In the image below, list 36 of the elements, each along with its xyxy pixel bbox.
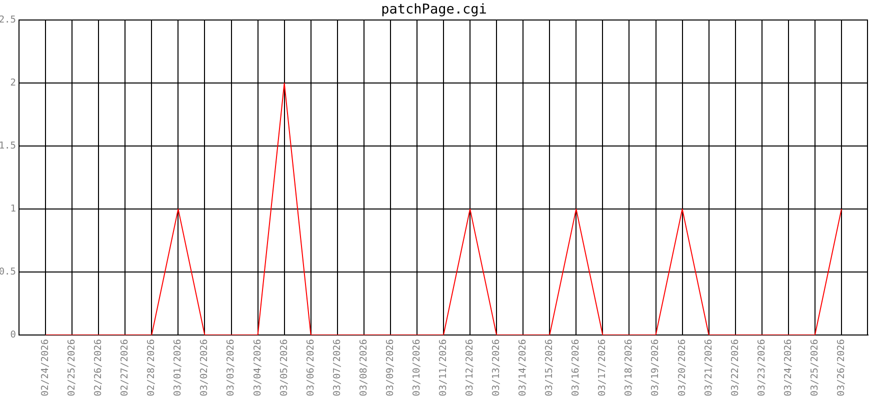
x-tick-label: 03/02/2026 [199, 338, 210, 396]
x-tick-label: 03/26/2026 [836, 338, 847, 396]
x-tick-label: 03/09/2026 [384, 338, 396, 396]
x-tick-label: 03/16/2026 [570, 338, 582, 396]
x-tick-label: 02/26/2026 [93, 338, 104, 396]
x-tick-label: 03/12/2026 [464, 338, 476, 396]
x-tick-label: 03/25/2026 [809, 338, 820, 396]
x-tick-label: 02/27/2026 [120, 338, 131, 396]
x-tick-label: 03/11/2026 [438, 338, 449, 396]
x-tick-label: 03/24/2026 [782, 338, 794, 396]
x-tick-label: 03/17/2026 [597, 338, 608, 396]
x-tick-label: 03/22/2026 [730, 338, 741, 396]
x-tick-label: 03/15/2026 [544, 338, 556, 396]
chart-title: patchPage.cgi [381, 2, 487, 18]
x-tick-label: 03/23/2026 [756, 338, 768, 396]
x-tick-label: 03/04/2026 [252, 338, 264, 396]
y-tick-label: 1 [10, 204, 16, 215]
x-tick-label: 03/05/2026 [278, 338, 290, 396]
y-tick-label: 0 [10, 329, 16, 340]
x-tick-label: 03/18/2026 [624, 338, 635, 396]
y-tick-label: 1.5 [0, 140, 16, 152]
x-tick-label: 03/13/2026 [491, 338, 502, 396]
x-tick-label: 03/10/2026 [411, 338, 422, 396]
y-tick-label: 2 [10, 78, 16, 89]
x-tick-label: 02/28/2026 [146, 338, 158, 396]
x-tick-label: 03/03/2026 [226, 338, 237, 396]
x-tick-label: 02/24/2026 [40, 338, 51, 396]
x-tick-label: 03/07/2026 [332, 338, 343, 396]
x-tick-label: 03/21/2026 [703, 338, 714, 396]
x-tick-label: 03/20/2026 [676, 338, 688, 396]
x-tick-label: 03/19/2026 [650, 338, 662, 396]
x-tick-label: 03/08/2026 [358, 338, 370, 396]
x-tick-label: 02/25/2026 [66, 338, 78, 396]
x-tick-label: 03/01/2026 [172, 338, 184, 396]
x-tick-label: 03/14/2026 [518, 338, 529, 396]
x-tick-label: 03/06/2026 [305, 338, 316, 396]
